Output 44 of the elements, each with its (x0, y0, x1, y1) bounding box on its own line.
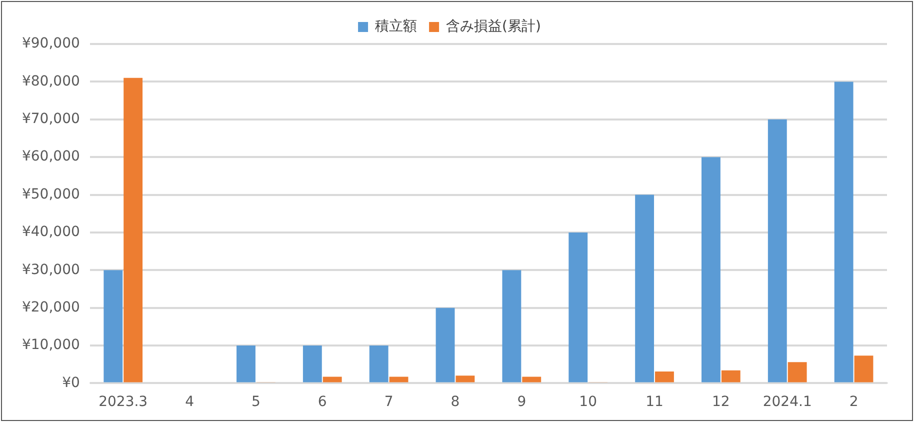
x-tick-label: 10 (579, 394, 597, 410)
bar (522, 376, 542, 382)
bar (854, 356, 874, 382)
bar (721, 370, 740, 382)
x-tick-label: 2 (849, 394, 858, 410)
x-tick-label: 12 (712, 394, 730, 410)
bar (389, 376, 408, 382)
bar (635, 194, 654, 382)
x-tick-label: 11 (646, 394, 664, 410)
bar (834, 82, 854, 382)
legend-label: 積立額 (375, 18, 418, 35)
x-tick-label: 6 (318, 394, 327, 410)
y-tick-label: ¥30,000 (22, 262, 80, 278)
y-tick-label: ¥90,000 (22, 36, 80, 52)
bar (436, 308, 455, 382)
bar (456, 376, 475, 382)
y-tick-label: ¥10,000 (22, 337, 80, 354)
y-tick-label: ¥80,000 (22, 73, 80, 90)
x-tick-label: 7 (384, 394, 394, 410)
legend-label: 含み損益(累計) (446, 18, 541, 35)
x-tick-label: 9 (517, 394, 526, 410)
y-tick-label: ¥60,000 (22, 148, 80, 165)
bar (788, 362, 807, 382)
y-tick-label: ¥20,000 (22, 299, 80, 316)
bar (655, 372, 674, 382)
x-tick-label: 4 (185, 394, 194, 410)
x-tick-label: 5 (251, 394, 260, 410)
x-tick-label: 8 (450, 394, 460, 410)
y-tick-label: ¥50,000 (22, 186, 80, 202)
bar (302, 346, 322, 382)
bar (124, 78, 143, 382)
y-tick-label: ¥70,000 (22, 111, 80, 128)
x-tick-label: 2023.3 (98, 394, 148, 410)
x-tick-label: 2024.1 (762, 394, 812, 410)
bar (369, 346, 388, 382)
bar (768, 119, 787, 382)
bar (236, 346, 256, 382)
bar (702, 157, 720, 382)
bar (568, 232, 588, 382)
y-tick-label: ¥40,000 (22, 224, 80, 240)
bar (104, 270, 123, 382)
y-tick-label: ¥0 (62, 374, 80, 391)
bar (322, 376, 342, 382)
bar (502, 270, 522, 382)
